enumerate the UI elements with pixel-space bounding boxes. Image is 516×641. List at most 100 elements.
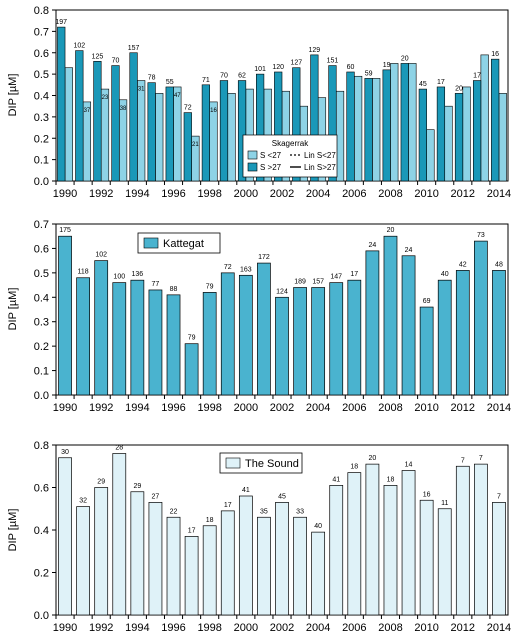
bar [238, 495, 253, 616]
legend-label: S <27 [260, 151, 282, 160]
y-tick-label: 0.1 [34, 366, 49, 378]
y-tick-label: 0.2 [34, 341, 49, 353]
bar-data-label: 41 [242, 487, 250, 494]
bar-data-label: 18 [350, 464, 358, 471]
bar [329, 282, 344, 396]
x-tick-label: 1992 [89, 622, 113, 634]
bar-data-label: 31 [138, 87, 145, 93]
bar-data-label: 38 [120, 106, 127, 112]
y-tick-label: 0.8 [34, 5, 49, 17]
y-tick-label: 0.0 [34, 176, 49, 188]
bar [383, 485, 398, 616]
bar-data-label: 136 [132, 271, 144, 278]
y-tick-label: 0.0 [34, 390, 49, 402]
y-tick-label: 0.8 [34, 440, 49, 452]
bar-data-label: 7 [461, 457, 465, 464]
the-sound-panel: 0.0 0.2 0.4 0.6 0.8 DIP [µM] 1990 1992 1994 1996 1… [7, 440, 511, 634]
bar-s-gt27 [400, 63, 409, 182]
x-tick-label: 2006 [342, 188, 366, 200]
bar-data-label: 21 [192, 142, 199, 148]
y-axis-label: DIP [µM] [7, 74, 19, 117]
bar [401, 255, 416, 396]
bar-s-gt27 [491, 58, 500, 182]
bar [401, 470, 416, 616]
bar-data-label: 18 [206, 517, 214, 524]
bar-s-gt27 [183, 112, 192, 182]
bar [166, 516, 181, 616]
bar-s-gt27 [93, 60, 102, 182]
bar [238, 274, 253, 396]
bar-data-label: 17 [350, 271, 358, 278]
bar-s-gt27 [147, 82, 156, 182]
bar-data-label: 55 [166, 79, 174, 86]
bar [347, 472, 362, 616]
y-tick-label: 0.6 [34, 48, 49, 60]
bar-data-label: 73 [477, 232, 485, 239]
legend-box [242, 134, 338, 178]
bar [492, 502, 506, 616]
y-tick-label: 0.1 [34, 155, 49, 167]
bar-data-label: 17 [437, 79, 445, 86]
legend-swatch [225, 457, 241, 469]
bar-data-label: 77 [152, 281, 160, 288]
bar [365, 250, 380, 396]
y-tick-label: 0.4 [34, 91, 49, 103]
bar-data-label: 124 [276, 288, 288, 295]
legend-box [219, 452, 303, 474]
bar-s-gt27 [129, 52, 138, 182]
bar-s-lt27 [354, 75, 363, 182]
y-tick-label: 0.2 [34, 133, 49, 145]
bar-data-label: 32 [79, 498, 87, 505]
bar-data-label: 22 [170, 508, 178, 515]
bar-s-lt27 [372, 78, 381, 182]
x-tick-label: 1990 [53, 622, 77, 634]
bar [58, 457, 72, 616]
bar-data-label: 72 [224, 264, 232, 271]
bar-s-lt27 [498, 93, 507, 182]
bar-data-label: 17 [473, 73, 481, 80]
bar [311, 287, 326, 396]
bar-data-label: 29 [97, 479, 105, 486]
x-tick-label: 1994 [125, 622, 149, 634]
x-tick-label: 2014 [487, 188, 511, 200]
bar [347, 279, 362, 396]
bar-s-gt27 [328, 65, 337, 182]
legend-label: The Sound [245, 458, 299, 470]
bar-s-gt27 [237, 80, 247, 182]
bar-data-label: 16 [210, 108, 217, 114]
bar-data-label: 7 [497, 493, 501, 500]
y-axis-label: DIP [µM] [7, 288, 19, 331]
y-axis-label: DIP [µM] [7, 509, 19, 552]
bar-data-label: 28 [115, 445, 123, 452]
bar-data-label: 70 [112, 58, 120, 65]
x-tick-label: 1994 [125, 402, 149, 414]
bar [257, 516, 271, 616]
bar-data-label: 189 [294, 279, 306, 286]
bar [58, 235, 72, 396]
x-tick-label: 2004 [306, 402, 330, 414]
bar-s-gt27 [418, 88, 427, 182]
bar-s-gt27 [111, 65, 120, 182]
bar-s-gt27 [57, 26, 66, 182]
bar-s-gt27 [472, 80, 482, 182]
bar-data-label: 16 [491, 51, 499, 58]
bar-data-label: 33 [296, 508, 304, 515]
bar [148, 502, 163, 616]
x-tick-label: 1998 [197, 402, 221, 414]
bar-data-label: 125 [92, 53, 104, 60]
bar-s-lt27 [118, 99, 128, 182]
bar [383, 235, 398, 396]
x-tick-label: 1992 [89, 188, 113, 200]
legend-label: Lin S>27 [304, 163, 336, 172]
bar-data-label: 14 [405, 462, 413, 469]
legend-swatch-s-gt27 [247, 162, 258, 172]
bar [76, 277, 90, 396]
bar [220, 272, 235, 396]
x-tick-label: 2004 [306, 188, 330, 200]
x-tick-label: 2010 [414, 622, 438, 634]
bar-s-gt27 [201, 84, 210, 182]
x-tick-label: 1996 [161, 402, 185, 414]
bar [455, 465, 470, 616]
bar-s-lt27 [64, 67, 73, 182]
legend-swatch-s-lt27 [247, 150, 258, 160]
